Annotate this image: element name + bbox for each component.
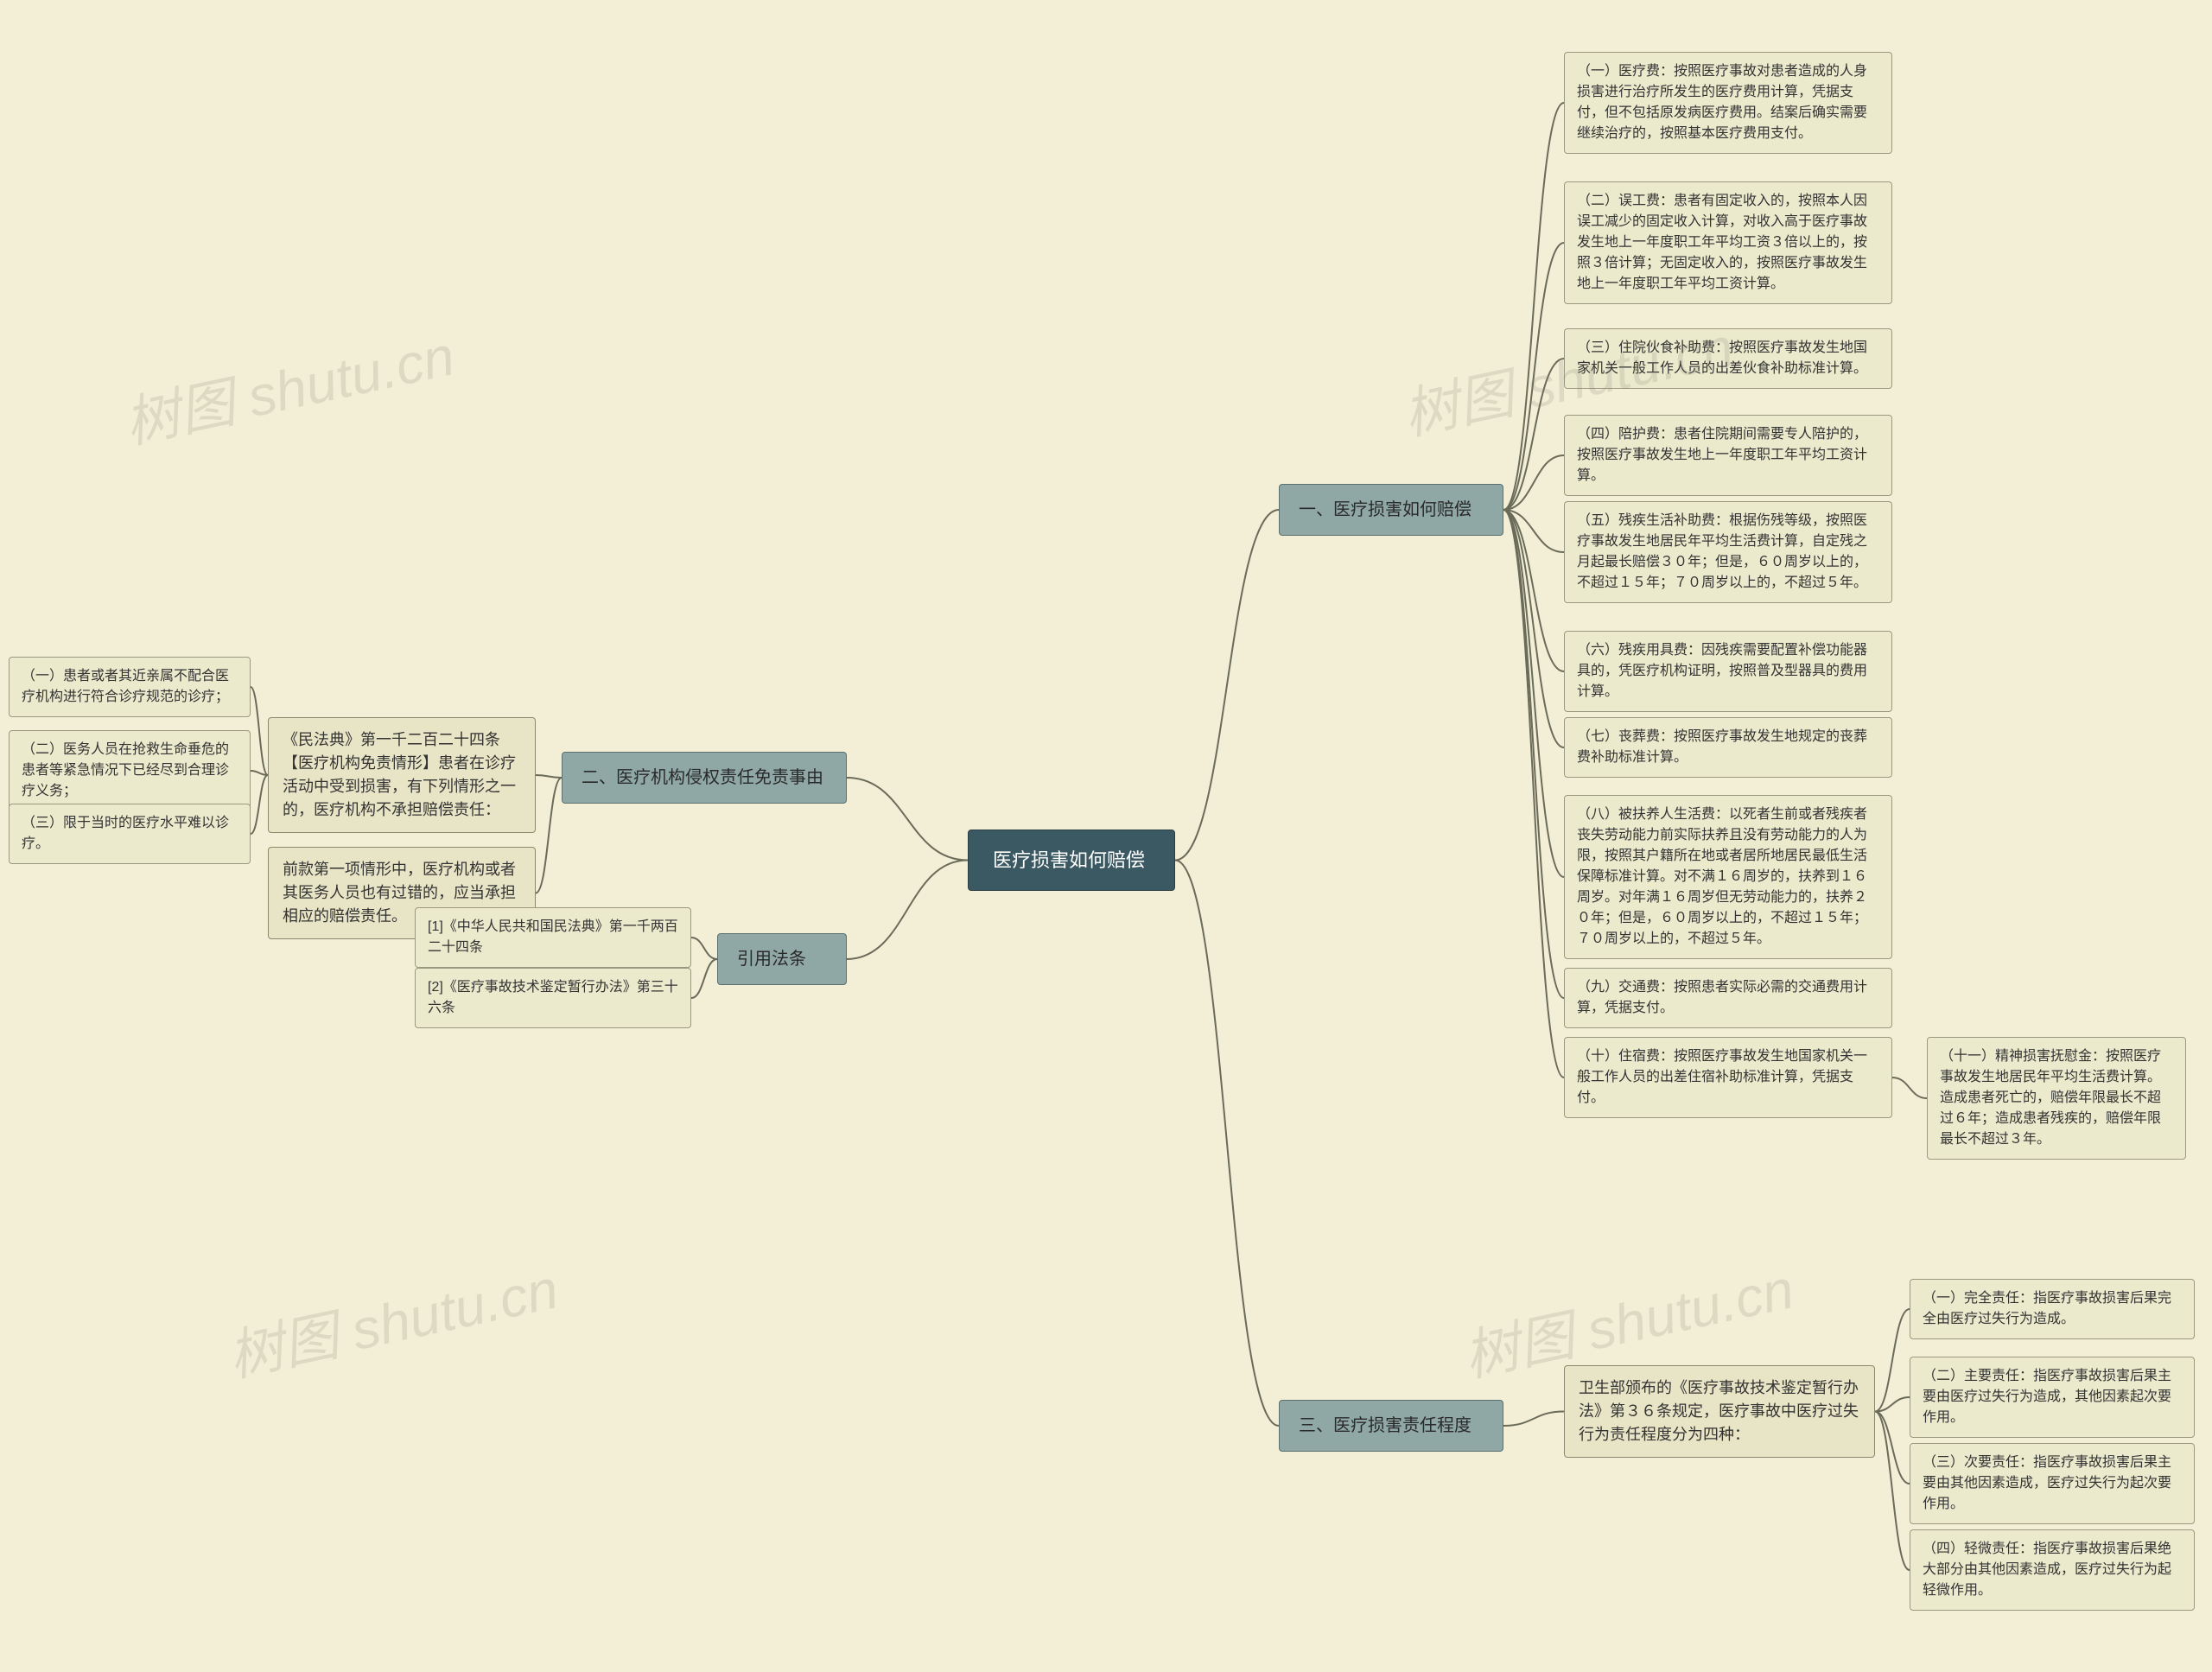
section-node[interactable]: 二、医疗机构侵权责任免责事由 (562, 752, 847, 804)
section-node-label: 三、医疗损害责任程度 (1299, 1416, 1471, 1435)
leaf-node-label: （二）主要责任：指医疗事故损害后果主要由医疗过失行为造成，其他因素起次要作用。 (1923, 1369, 2171, 1425)
leaf-node-label: （三）次要责任：指医疗事故损害后果主要由其他因素造成，医疗过失行为起次要作用。 (1923, 1455, 2171, 1511)
sub-node-label: 卫生部颁布的《医疗事故技术鉴定暂行办法》第３６条规定，医疗事故中医疗过失行为责任… (1579, 1379, 1859, 1443)
leaf-node-label: （八）被扶养人生活费：以死者生前或者残疾者丧失劳动能力前实际扶养且没有劳动能力的… (1577, 807, 1867, 946)
root-label: 医疗损害如何赔偿 (993, 849, 1145, 871)
leaf-node[interactable]: （九）交通费：按照患者实际必需的交通费用计算，凭据支付。 (1564, 968, 1892, 1028)
leaf-node[interactable]: （十）住宿费：按照医疗事故发生地国家机关一般工作人员的出差住宿补助标准计算，凭据… (1564, 1037, 1892, 1118)
leaf-node-label: （二）误工费：患者有固定收入的，按照本人因误工减少的固定收入计算，对收入高于医疗… (1577, 194, 1867, 291)
leaf-node[interactable]: （三）次要责任：指医疗事故损害后果主要由其他因素造成，医疗过失行为起次要作用。 (1910, 1443, 2195, 1524)
leaf-node[interactable]: （四）轻微责任：指医疗事故损害后果绝大部分由其他因素造成，医疗过失行为起轻微作用… (1910, 1529, 2195, 1611)
leaf-node[interactable]: （三）限于当时的医疗水平难以诊疗。 (9, 804, 251, 864)
leaf-node[interactable]: （八）被扶养人生活费：以死者生前或者残疾者丧失劳动能力前实际扶养且没有劳动能力的… (1564, 795, 1892, 959)
leaf-node[interactable]: （一）医疗费：按照医疗事故对患者造成的人身损害进行治疗所发生的医疗费用计算，凭据… (1564, 52, 1892, 154)
leaf-node[interactable]: （十一）精神损害抚慰金：按照医疗事故发生地居民年平均生活费计算。造成患者死亡的，… (1927, 1037, 2186, 1160)
leaf-node[interactable]: （六）残疾用具费：因残疾需要配置补偿功能器具的，凭医疗机构证明，按照普及型器具的… (1564, 631, 1892, 712)
leaf-node[interactable]: （三）住院伙食补助费：按照医疗事故发生地国家机关一般工作人员的出差伙食补助标准计… (1564, 328, 1892, 389)
sub-node[interactable]: 卫生部颁布的《医疗事故技术鉴定暂行办法》第３６条规定，医疗事故中医疗过失行为责任… (1564, 1365, 1875, 1458)
leaf-node-label: （十一）精神损害抚慰金：按照医疗事故发生地居民年平均生活费计算。造成患者死亡的，… (1940, 1049, 2161, 1147)
leaf-node-label: [1]《中华人民共和国民法典》第一千两百二十四条 (428, 919, 678, 955)
leaf-node-label: （一）完全责任：指医疗事故损害后果完全由医疗过失行为造成。 (1923, 1291, 2171, 1326)
leaf-node-label: （六）残疾用具费：因残疾需要配置补偿功能器具的，凭医疗机构证明，按照普及型器具的… (1577, 643, 1867, 699)
leaf-node-label: （一）患者或者其近亲属不配合医疗机构进行符合诊疗规范的诊疗； (22, 669, 229, 704)
leaf-node[interactable]: （一）患者或者其近亲属不配合医疗机构进行符合诊疗规范的诊疗； (9, 657, 251, 717)
sub-node[interactable]: 《民法典》第一千二百二十四条【医疗机构免责情形】患者在诊疗活动中受到损害，有下列… (268, 717, 536, 833)
leaf-node[interactable]: （七）丧葬费：按照医疗事故发生地规定的丧葬费补助标准计算。 (1564, 717, 1892, 778)
leaf-node-label: （三）限于当时的医疗水平难以诊疗。 (22, 816, 229, 851)
leaf-node-label: （五）残疾生活补助费：根据伤残等级，按照医疗事故发生地居民年平均生活费计算，自定… (1577, 513, 1867, 590)
watermark: 树图 shutu.cn (220, 1245, 564, 1393)
section-node-label: 二、医疗机构侵权责任免责事由 (582, 768, 823, 787)
section-node-label: 一、医疗损害如何赔偿 (1299, 500, 1471, 519)
section-node-label: 引用法条 (737, 950, 806, 969)
leaf-node[interactable]: （二）主要责任：指医疗事故损害后果主要由医疗过失行为造成，其他因素起次要作用。 (1910, 1357, 2195, 1438)
leaf-node-label: （三）住院伙食补助费：按照医疗事故发生地国家机关一般工作人员的出差伙食补助标准计… (1577, 340, 1867, 376)
leaf-node[interactable]: （一）完全责任：指医疗事故损害后果完全由医疗过失行为造成。 (1910, 1279, 2195, 1339)
leaf-node-label: （七）丧葬费：按照医疗事故发生地规定的丧葬费补助标准计算。 (1577, 729, 1867, 765)
section-node[interactable]: 一、医疗损害如何赔偿 (1279, 484, 1503, 536)
leaf-node-label: （四）陪护费：患者住院期间需要专人陪护的，按照医疗事故发生地上一年度职工年平均工… (1577, 427, 1867, 483)
leaf-node[interactable]: （二）医务人员在抢救生命垂危的患者等紧急情况下已经尽到合理诊疗义务； (9, 730, 251, 811)
section-node[interactable]: 引用法条 (717, 933, 847, 985)
leaf-node-label: （一）医疗费：按照医疗事故对患者造成的人身损害进行治疗所发生的医疗费用计算，凭据… (1577, 64, 1867, 141)
leaf-node-label: （九）交通费：按照患者实际必需的交通费用计算，凭据支付。 (1577, 980, 1867, 1015)
leaf-node[interactable]: [2]《医疗事故技术鉴定暂行办法》第三十六条 (415, 968, 691, 1028)
root-node[interactable]: 医疗损害如何赔偿 (968, 830, 1175, 891)
leaf-node[interactable]: （二）误工费：患者有固定收入的，按照本人因误工减少的固定收入计算，对收入高于医疗… (1564, 181, 1892, 304)
leaf-node-label: （四）轻微责任：指医疗事故损害后果绝大部分由其他因素造成，医疗过失行为起轻微作用… (1923, 1542, 2171, 1598)
leaf-node-label: [2]《医疗事故技术鉴定暂行办法》第三十六条 (428, 980, 678, 1015)
leaf-node-label: （十）住宿费：按照医疗事故发生地国家机关一般工作人员的出差住宿补助标准计算，凭据… (1577, 1049, 1867, 1105)
leaf-node[interactable]: （四）陪护费：患者住院期间需要专人陪护的，按照医疗事故发生地上一年度职工年平均工… (1564, 415, 1892, 496)
section-node[interactable]: 三、医疗损害责任程度 (1279, 1400, 1503, 1452)
sub-node-label: 《民法典》第一千二百二十四条【医疗机构免责情形】患者在诊疗活动中受到损害，有下列… (283, 731, 516, 818)
leaf-node[interactable]: （五）残疾生活补助费：根据伤残等级，按照医疗事故发生地居民年平均生活费计算，自定… (1564, 501, 1892, 603)
leaf-node[interactable]: [1]《中华人民共和国民法典》第一千两百二十四条 (415, 907, 691, 968)
leaf-node-label: （二）医务人员在抢救生命垂危的患者等紧急情况下已经尽到合理诊疗义务； (22, 742, 229, 798)
watermark: 树图 shutu.cn (117, 312, 461, 460)
